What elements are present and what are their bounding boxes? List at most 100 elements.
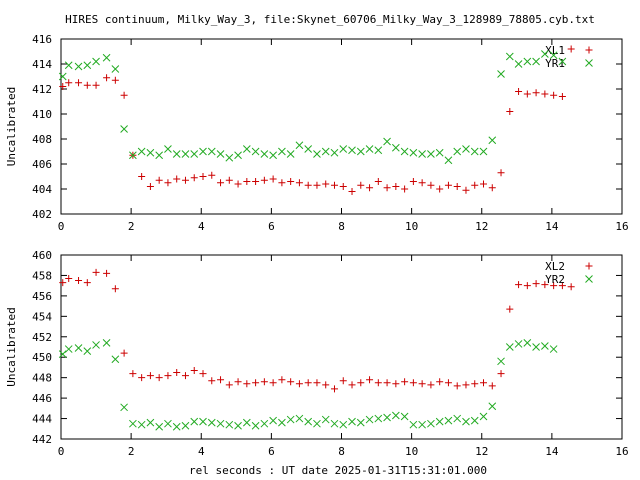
x-tick-label: 14	[545, 220, 559, 233]
data-point	[374, 414, 383, 423]
data-point	[444, 181, 452, 189]
data-point	[129, 370, 137, 378]
data-point	[129, 151, 137, 160]
data-point	[383, 137, 391, 146]
data-point	[199, 173, 207, 180]
data-point	[65, 79, 73, 87]
data-point	[216, 150, 225, 158]
data-point	[339, 183, 347, 190]
data-point	[392, 183, 400, 190]
data-point	[225, 176, 233, 184]
data-point	[462, 145, 470, 153]
data-point	[243, 178, 251, 185]
y-tick-label: 414	[32, 58, 52, 71]
y-tick-label: 442	[32, 433, 52, 446]
y-tick-label: 452	[32, 331, 52, 344]
data-point	[252, 178, 260, 185]
data-point	[435, 417, 444, 426]
data-point	[321, 415, 330, 424]
data-point	[348, 381, 356, 389]
data-point	[286, 415, 295, 424]
data-point	[92, 341, 100, 349]
legend-label: XL2	[545, 260, 565, 273]
y-tick-label: 402	[32, 208, 52, 221]
data-point	[418, 380, 426, 388]
data-point	[479, 412, 488, 421]
data-point	[234, 378, 242, 386]
y-tick-label: 454	[32, 310, 52, 323]
data-point	[313, 150, 321, 158]
data-point	[313, 379, 321, 387]
data-point	[339, 377, 347, 385]
data-point	[366, 184, 374, 192]
data-point	[137, 147, 146, 156]
data-point	[444, 156, 453, 165]
data-point	[251, 147, 260, 156]
data-point	[102, 53, 111, 62]
data-point	[435, 148, 444, 157]
data-point	[497, 169, 505, 177]
data-point	[339, 145, 348, 153]
data-point	[304, 379, 312, 387]
data-point	[190, 367, 198, 375]
data-point	[462, 417, 470, 426]
data-point	[330, 385, 338, 393]
data-point	[322, 381, 330, 389]
data-point	[155, 374, 163, 382]
y-tick-label: 412	[32, 83, 52, 96]
data-point	[488, 184, 496, 192]
x-tick-label: 6	[268, 445, 275, 458]
data-point	[260, 419, 269, 428]
y-tick-label: 450	[32, 351, 52, 364]
data-point	[129, 419, 137, 428]
data-point	[217, 179, 225, 187]
data-point	[269, 151, 277, 160]
data-point	[138, 173, 146, 180]
data-point	[497, 70, 505, 78]
data-point	[462, 186, 470, 194]
legend-marker	[585, 262, 593, 270]
data-point	[295, 380, 303, 388]
data-point	[427, 381, 435, 389]
legend-label: YR1	[545, 57, 565, 70]
y-tick-label: 408	[32, 133, 52, 146]
legend-label: XL1	[545, 44, 565, 57]
data-point	[225, 420, 234, 429]
data-point	[409, 420, 418, 429]
x-tick-label: 4	[198, 445, 205, 458]
data-point	[436, 378, 444, 386]
data-point	[523, 339, 532, 347]
y-tick-label: 444	[32, 413, 52, 426]
data-point	[59, 279, 67, 287]
data-point	[234, 180, 242, 188]
data-point	[356, 418, 365, 427]
data-point	[242, 145, 251, 153]
data-point	[278, 179, 286, 187]
data-point	[541, 342, 549, 350]
data-point	[515, 281, 523, 289]
data-point	[207, 147, 216, 156]
data-point	[92, 268, 100, 276]
data-point	[269, 416, 277, 425]
data-point	[550, 282, 558, 290]
y-tick-label: 406	[32, 158, 52, 171]
data-point	[506, 108, 514, 115]
data-point	[92, 81, 100, 89]
data-point	[286, 150, 295, 158]
data-point	[155, 422, 164, 431]
data-point	[269, 379, 277, 387]
data-point	[83, 81, 91, 89]
data-point	[155, 151, 164, 160]
data-point	[444, 379, 452, 387]
data-point	[453, 183, 461, 190]
data-point	[567, 283, 575, 291]
data-point	[120, 349, 128, 357]
data-point	[558, 57, 567, 66]
legend-marker	[585, 46, 593, 54]
data-point	[392, 380, 400, 388]
data-point	[64, 345, 73, 353]
data-point	[401, 378, 409, 386]
data-point	[488, 382, 496, 390]
data-point	[427, 419, 435, 428]
data-point	[409, 178, 417, 185]
